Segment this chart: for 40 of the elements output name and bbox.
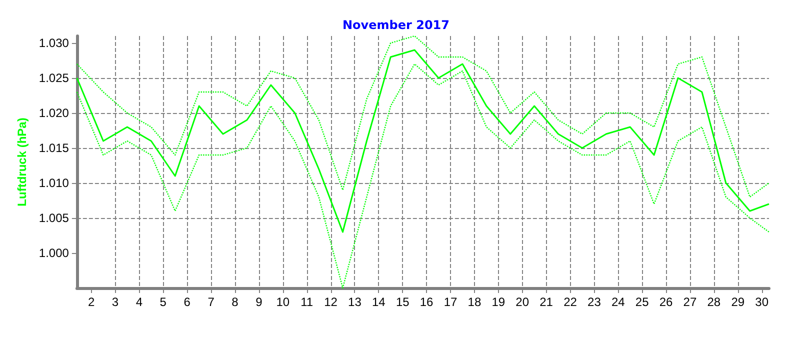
y-tick-label: 1.025 <box>38 71 70 85</box>
x-tick-label: 27 <box>683 295 697 309</box>
y-axis-title: Luftdruck (hPa) <box>15 118 29 206</box>
x-tick-label: 16 <box>420 295 434 309</box>
x-tick-label: 20 <box>516 295 530 309</box>
x-tick-label: 9 <box>256 295 263 309</box>
y-tick-label: 1.010 <box>38 176 70 190</box>
x-tick-label: 4 <box>136 295 143 309</box>
x-tick-label: 19 <box>492 295 506 309</box>
y-tick-label: 1.000 <box>38 246 70 260</box>
x-tick-label: 8 <box>232 295 239 309</box>
x-tick-label: 17 <box>444 295 458 309</box>
x-tick-label: 12 <box>324 295 338 309</box>
x-tick-label: 25 <box>635 295 650 309</box>
x-tick-label: 6 <box>184 295 191 309</box>
x-tick-label: 26 <box>659 295 674 309</box>
x-tick-label: 14 <box>372 295 386 309</box>
y-tick-label: 1.030 <box>38 36 70 50</box>
x-tick-label: 24 <box>611 295 626 309</box>
y-tick-label: 1.020 <box>38 106 70 120</box>
x-tick-label: 2 <box>88 295 95 309</box>
x-tick-label: 23 <box>588 295 602 309</box>
line-series <box>76 35 770 198</box>
x-tick-label: 7 <box>208 295 215 309</box>
x-tick-label: 3 <box>112 295 119 309</box>
x-tick-label: 10 <box>276 295 290 309</box>
x-tick-label: 5 <box>160 295 167 309</box>
x-tick-label: 30 <box>755 295 769 309</box>
y-tick-label: 1.005 <box>38 211 70 225</box>
x-tick-label: 22 <box>564 295 578 309</box>
y-tick-label: 1.015 <box>38 141 70 155</box>
chart-title: November 2017 <box>342 18 450 32</box>
line-series <box>76 49 770 233</box>
x-tick-label: 18 <box>468 295 482 309</box>
x-tick-label: 11 <box>300 295 314 309</box>
x-tick-label: 21 <box>540 295 554 309</box>
x-tick-label: 15 <box>396 295 410 309</box>
x-tick-label: 29 <box>731 295 745 309</box>
x-tick-label: 13 <box>348 295 362 309</box>
x-tick-label: 28 <box>707 295 721 309</box>
